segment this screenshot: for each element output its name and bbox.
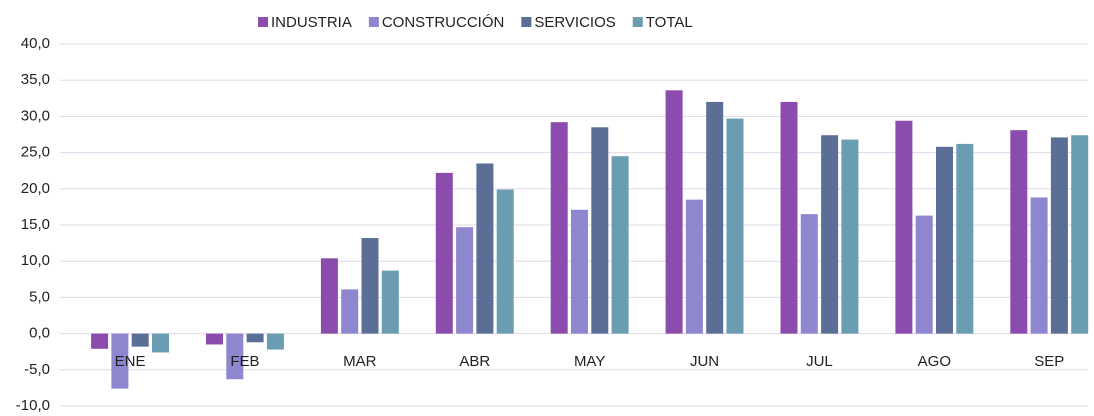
bar: [361, 238, 379, 334]
bar: [611, 156, 629, 334]
bar: [206, 333, 223, 345]
y-tick-label: 40,0: [21, 35, 50, 52]
bar: [226, 333, 244, 380]
x-tick-label: SEP: [1034, 353, 1064, 370]
bar: [91, 333, 109, 349]
y-tick-label: 35,0: [21, 71, 50, 88]
bar: [915, 215, 933, 334]
legend-swatch: [368, 17, 379, 27]
legend-label: INDUSTRIA: [271, 14, 352, 31]
y-tick-label: 5,0: [29, 288, 50, 305]
y-tick-label: 0,0: [29, 325, 50, 342]
bar: [550, 122, 568, 334]
y-tick-label: 10,0: [21, 252, 50, 269]
bar: [131, 333, 149, 347]
y-tick-label: 15,0: [21, 216, 50, 233]
x-tick-label: ABR: [459, 353, 490, 370]
bar: [1030, 197, 1048, 334]
x-tick-label: MAY: [574, 353, 605, 370]
legend-swatch: [258, 17, 268, 27]
legend-label: TOTAL: [646, 14, 693, 31]
y-tick-label: -5,0: [24, 361, 50, 378]
x-tick-label: JUL: [806, 353, 833, 370]
bar: [341, 289, 359, 334]
bar: [706, 101, 724, 334]
bar: [780, 101, 798, 334]
bar: [476, 163, 494, 334]
bar: [496, 189, 514, 334]
bar: [956, 143, 974, 334]
bar: [381, 270, 399, 334]
bar: [685, 199, 703, 334]
y-tick-label: 30,0: [21, 107, 50, 124]
bar: [266, 333, 284, 350]
bar: [726, 118, 744, 334]
bar: [936, 146, 953, 334]
bar: [1050, 137, 1068, 334]
legend-swatch: [521, 17, 532, 27]
bar: [246, 333, 264, 343]
x-tick-label: AGO: [918, 353, 951, 370]
bar: [821, 135, 839, 334]
y-tick-label: 25,0: [21, 144, 50, 161]
x-tick-label: ENE: [115, 353, 146, 370]
x-tick-label: MAR: [343, 353, 377, 370]
legend-label: SERVICIOS: [534, 14, 615, 31]
x-tick-label: JUN: [690, 353, 719, 370]
bar: [591, 127, 609, 334]
bar: [435, 172, 453, 334]
bar: [800, 214, 818, 334]
bar: [456, 227, 474, 334]
bar: [841, 139, 859, 334]
y-tick-label: 20,0: [21, 180, 50, 197]
bar: [895, 120, 913, 334]
bar: [571, 209, 588, 334]
bar: [1071, 135, 1089, 334]
legend-swatch: [632, 17, 643, 27]
x-tick-label: FEB: [230, 353, 259, 370]
legend-label: CONSTRUCCIÓN: [382, 14, 505, 31]
bar: [1010, 130, 1028, 334]
bar: [111, 333, 129, 389]
y-tick-label: -10,0: [16, 397, 50, 414]
bar: [152, 333, 169, 353]
bar: [320, 258, 338, 334]
bar: [665, 90, 683, 334]
